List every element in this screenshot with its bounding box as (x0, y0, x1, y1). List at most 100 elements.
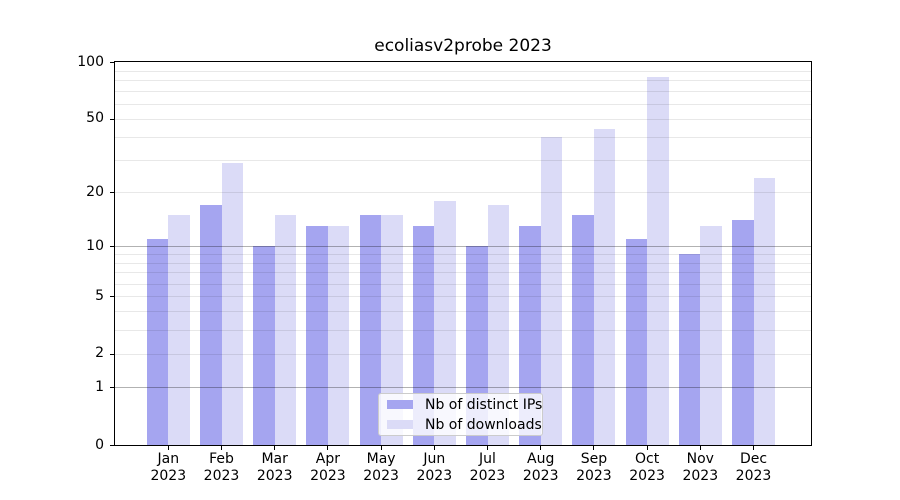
x-tick-label-feb: Feb 2023 (195, 451, 249, 485)
y-tick-label: 50 (86, 110, 104, 127)
gridline-minor (115, 283, 811, 285)
bar-ips-mar (253, 246, 275, 445)
bar-downloads-feb (221, 162, 243, 445)
gridline-minor (115, 192, 811, 194)
gridline-major (115, 387, 811, 389)
gridline-minor (115, 296, 811, 298)
x-tick-year: 2023 (629, 468, 665, 484)
x-tick-label-sep: Sep 2023 (567, 451, 621, 485)
bar-ips-may (359, 214, 382, 445)
y-tick (110, 192, 114, 194)
gridline-minor (115, 253, 811, 255)
bar-ips-dec (732, 220, 754, 445)
y-tick-label: 100 (77, 53, 104, 70)
legend-swatch-downloads (387, 420, 413, 429)
y-tick (110, 62, 114, 63)
y-tick (110, 445, 114, 446)
x-tick-label-aug: Aug 2023 (514, 451, 568, 485)
gridline-minor (115, 91, 811, 93)
gridline-minor (115, 80, 811, 82)
x-tick-label-apr: Apr 2023 (301, 451, 355, 485)
bar-ips-sep (572, 214, 594, 445)
bar-downloads-jul (487, 205, 509, 445)
gridline-minor (115, 311, 811, 313)
x-tick-year: 2023 (256, 468, 293, 484)
x-tick-year: 2023 (363, 468, 399, 484)
y-tick-label: 2 (95, 345, 104, 362)
x-tick-year: 2023 (469, 468, 506, 484)
x-tick-year: 2023 (310, 468, 346, 484)
legend-item-distinct-ips: Nb of distinct IPs (387, 397, 542, 413)
x-tick-year: 2023 (150, 468, 187, 484)
gridline-minor (115, 136, 811, 138)
legend-label-downloads: Nb of downloads (425, 416, 542, 433)
x-tick (433, 446, 435, 450)
x-tick-year: 2023 (682, 468, 719, 484)
x-tick-label-nov: Nov 2023 (673, 451, 727, 485)
bar-downloads-may (381, 214, 403, 445)
x-tick-label-may: May 2023 (354, 451, 408, 485)
x-tick-year: 2023 (203, 468, 240, 484)
legend-item-downloads: Nb of downloads (387, 417, 542, 433)
x-tick-month: Mar (261, 451, 288, 467)
bar-ips-feb (200, 205, 222, 445)
x-tick-year: 2023 (416, 468, 453, 484)
bar-ips-jan (146, 238, 169, 445)
y-tick-label: 10 (86, 237, 104, 254)
gridline-minor (115, 272, 811, 274)
legend-swatch-distinct-ips (387, 400, 413, 409)
x-tick-month: Jun (423, 451, 446, 467)
bar-downloads-aug (540, 136, 563, 445)
x-tick (327, 446, 329, 450)
x-tick-month: Apr (315, 451, 340, 467)
y-tick-label: 5 (95, 287, 104, 304)
y-tick-label: 0 (95, 436, 104, 453)
gridline-minor (115, 262, 811, 264)
x-tick (274, 446, 276, 450)
bar-ips-jun (412, 226, 435, 445)
bar-downloads-oct (647, 77, 669, 445)
gridline-minor (115, 103, 811, 105)
x-tick-month: Jan (157, 451, 180, 467)
chart-title: ecoliasv2probe 2023 (374, 36, 552, 56)
y-tick (110, 387, 114, 389)
x-tick-month: Aug (527, 451, 555, 467)
y-tick-label: 1 (95, 378, 104, 395)
x-tick (167, 446, 169, 450)
x-tick-month: Dec (739, 451, 768, 467)
x-tick-year: 2023 (735, 468, 772, 484)
bar-downloads-jan (168, 214, 190, 445)
legend-label-distinct-ips: Nb of distinct IPs (425, 396, 543, 413)
bar-ips-nov (678, 253, 701, 445)
x-tick-month: May (366, 451, 396, 467)
x-tick-year: 2023 (576, 468, 612, 484)
x-tick-label-mar: Mar 2023 (248, 451, 302, 485)
y-tick (110, 118, 114, 120)
x-tick-label-jan: Jan 2023 (141, 451, 195, 485)
plot-area: Nb of distinct IPs Nb of downloads (114, 61, 812, 446)
x-tick (487, 446, 488, 450)
x-tick-month: Oct (634, 451, 660, 467)
x-tick (221, 446, 222, 450)
bar-ips-oct (625, 238, 648, 445)
bar-downloads-sep (593, 129, 616, 445)
bar-downloads-jun (434, 200, 456, 445)
bar-downloads-nov (700, 226, 722, 445)
legend: Nb of distinct IPs Nb of downloads (378, 393, 543, 436)
x-tick (540, 446, 542, 450)
gridline-major (115, 246, 811, 247)
y-tick (110, 296, 114, 298)
bar-ips-aug (519, 226, 541, 445)
x-tick (593, 446, 595, 450)
gridline-minor (115, 118, 811, 120)
y-tick-label: 20 (86, 183, 104, 200)
x-tick (646, 446, 648, 450)
x-tick-year: 2023 (522, 468, 559, 484)
x-tick (699, 446, 701, 450)
y-tick (110, 246, 114, 247)
y-tick (110, 353, 114, 355)
x-tick-label-jul: Jul 2023 (461, 451, 515, 485)
x-tick-month: Nov (686, 451, 714, 467)
x-tick-month: Feb (209, 451, 234, 467)
